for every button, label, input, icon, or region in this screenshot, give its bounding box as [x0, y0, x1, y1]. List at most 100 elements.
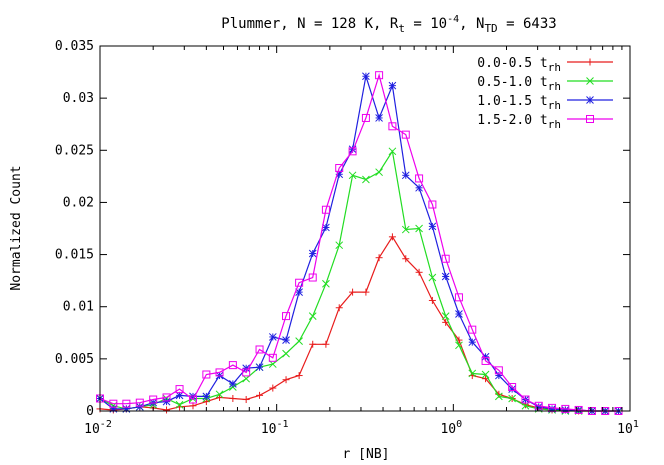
data-point: [375, 71, 384, 80]
data-point: [282, 336, 290, 344]
data-point: [388, 122, 397, 131]
x-tick-label: 10-2: [84, 419, 112, 437]
data-point: [388, 147, 397, 156]
data-point: [415, 183, 423, 192]
data-point: [415, 224, 423, 233]
data-point: [375, 168, 383, 177]
data-point: [586, 115, 594, 123]
data-point: [586, 77, 594, 85]
data-point: [441, 254, 450, 263]
series-line: [99, 149, 619, 412]
series-4: [96, 71, 623, 415]
legend-label: 0.0-0.5 trh: [477, 56, 561, 74]
data-point: [202, 370, 211, 379]
data-point: [468, 338, 477, 347]
data-point: [362, 175, 370, 184]
data-point: [308, 249, 317, 258]
data-point: [175, 385, 184, 394]
data-point: [228, 361, 237, 370]
data-point: [401, 225, 410, 234]
data-point: [229, 394, 237, 402]
data-point: [415, 174, 424, 183]
data-point: [362, 72, 370, 81]
data-point: [295, 337, 303, 345]
y-tick-label: 0.01: [63, 300, 94, 315]
data-point: [401, 130, 410, 139]
data-point: [454, 293, 463, 302]
data-point: [362, 288, 370, 296]
data-point: [255, 345, 264, 354]
data-point: [242, 396, 250, 404]
data-point: [441, 272, 450, 281]
y-tick-label: 0: [86, 404, 94, 419]
x-axis-label: r [NB]: [343, 447, 390, 462]
data-point: [534, 401, 543, 410]
data-point: [428, 296, 436, 304]
data-point: [122, 399, 131, 408]
data-point: [322, 279, 330, 288]
data-point: [375, 254, 383, 262]
y-axis-label: Normalized Count: [9, 165, 24, 290]
data-point: [361, 113, 370, 122]
data-point: [335, 304, 343, 312]
data-point: [282, 349, 290, 358]
x-tick-label: 100: [440, 419, 462, 437]
legend-label: 0.5-1.0 trh: [477, 75, 561, 93]
data-point: [309, 340, 317, 348]
data-point: [508, 383, 517, 392]
data-point: [401, 171, 410, 180]
data-point: [242, 368, 251, 377]
data-point: [388, 233, 396, 241]
data-point: [135, 398, 144, 407]
data-point: [574, 405, 583, 414]
data-point: [308, 273, 317, 282]
data-point: [561, 404, 570, 413]
data-point: [428, 200, 437, 209]
data-point: [216, 393, 224, 401]
data-point: [348, 147, 357, 156]
series-line: [99, 235, 619, 412]
data-point: [163, 406, 171, 414]
data-point: [282, 312, 291, 321]
data-point: [468, 369, 477, 378]
data-point: [375, 114, 383, 122]
data-point: [162, 397, 171, 406]
data-point: [586, 96, 594, 104]
y-tick-label: 0.015: [55, 248, 94, 263]
data-point: [109, 399, 118, 408]
data-point: [202, 392, 211, 401]
data-point: [282, 376, 290, 384]
plot-frame: [99, 45, 631, 412]
data-point: [348, 171, 357, 180]
data-point: [415, 268, 423, 276]
data-point: [455, 310, 463, 318]
data-point: [495, 392, 503, 401]
legend-item-4: 1.5-2.0 trh: [477, 113, 613, 131]
series-1: [96, 233, 623, 415]
data-point: [428, 273, 437, 282]
legend-label: 1.0-1.5 trh: [477, 94, 561, 112]
y-tick-label: 0.005: [55, 352, 94, 367]
data-point: [308, 312, 317, 320]
data-point: [255, 363, 264, 372]
data-point: [494, 366, 503, 375]
data-point: [586, 58, 594, 66]
data-point: [135, 402, 144, 411]
data-point: [349, 288, 357, 296]
data-point: [388, 81, 397, 90]
data-point: [481, 356, 490, 365]
data-point: [468, 325, 477, 334]
chart-title: Plummer, N = 128 K, Rt = 10-4, NTD = 643…: [221, 14, 556, 35]
data-point: [295, 372, 303, 380]
data-point: [335, 241, 344, 250]
series-line: [99, 73, 619, 412]
data-point: [321, 205, 330, 214]
data-point: [481, 370, 490, 379]
legend-item-2: 0.5-1.0 trh: [477, 75, 613, 93]
data-point: [455, 341, 463, 350]
data-point: [149, 395, 158, 404]
series-2: [96, 147, 623, 415]
data-point: [402, 255, 410, 263]
data-point: [162, 393, 171, 402]
